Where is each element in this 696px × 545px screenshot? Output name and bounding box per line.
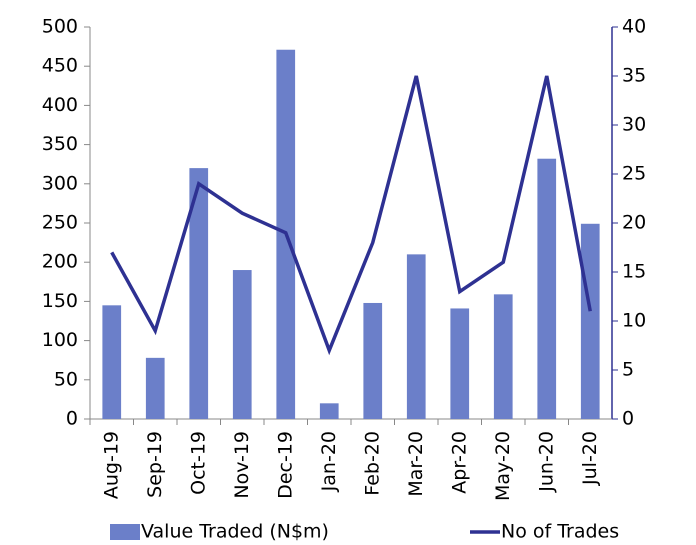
y-tick-label: 100 [42, 329, 78, 351]
bar [145, 357, 165, 419]
x-tick-label: May-20 [492, 431, 514, 501]
legend-label: No of Trades [501, 521, 619, 543]
x-tick-label: Jan-20 [318, 431, 340, 492]
x-tick-label: Feb-20 [361, 431, 383, 496]
y-tick-label: 350 [42, 133, 78, 155]
y-tick-label: 450 [42, 55, 78, 77]
x-tick-label: Dec-19 [274, 431, 296, 499]
bar [450, 308, 470, 419]
bar [189, 168, 209, 419]
bar [319, 403, 339, 419]
x-tick-label: Aug-19 [100, 431, 122, 499]
y2-tick-label: 15 [622, 261, 646, 283]
bar [537, 158, 557, 419]
legend-swatch [110, 524, 140, 540]
y-tick-label: 250 [42, 212, 78, 234]
x-tick-label: Mar-20 [405, 431, 427, 497]
bar [406, 254, 426, 419]
bar [580, 223, 600, 419]
y-tick-label: 400 [42, 94, 78, 116]
y2-tick-label: 5 [622, 359, 634, 381]
y-tick-label: 0 [66, 408, 78, 430]
line [110, 75, 592, 356]
y-tick-label: 50 [54, 368, 78, 390]
bar [102, 305, 122, 419]
y2-tick-label: 35 [622, 65, 646, 87]
bar [493, 294, 513, 419]
y2-tick-label: 30 [622, 114, 646, 136]
y2-tick-label: 0 [622, 408, 634, 430]
y-tick-label: 500 [42, 16, 78, 38]
y2-tick-label: 20 [622, 212, 646, 234]
y2-tick-label: 40 [622, 16, 646, 38]
legend-label: Value Traded (N$m) [141, 521, 329, 543]
x-tick-label: Nov-19 [231, 431, 253, 499]
x-tick-label: Jun-20 [535, 431, 557, 493]
y2-tick-label: 10 [622, 310, 646, 332]
x-tick-label: Oct-19 [187, 431, 209, 495]
y-tick-label: 300 [42, 172, 78, 194]
x-tick-label: Sep-19 [144, 431, 166, 498]
x-tick-label: Apr-20 [448, 431, 470, 494]
x-tick-label: Jul-20 [579, 431, 601, 486]
y2-tick-label: 25 [622, 163, 646, 185]
bar [232, 270, 252, 419]
bar [363, 302, 383, 419]
y-tick-label: 200 [42, 251, 78, 273]
y-tick-label: 150 [42, 290, 78, 312]
